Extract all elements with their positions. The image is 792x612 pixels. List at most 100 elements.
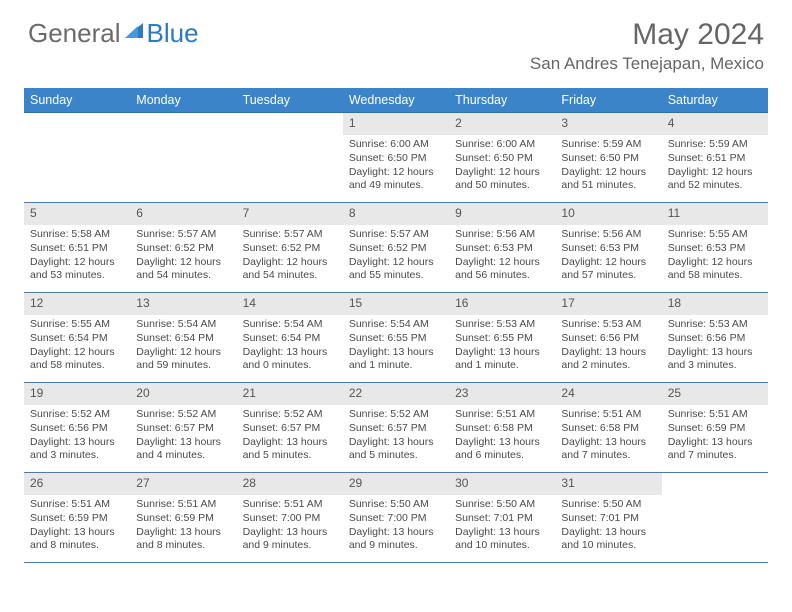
day-number: 17 bbox=[555, 293, 661, 315]
cell-line: Daylight: 13 hours bbox=[561, 526, 655, 540]
cell-line: Daylight: 13 hours bbox=[243, 346, 337, 360]
day-number: 16 bbox=[449, 293, 555, 315]
cell-line: Sunset: 6:56 PM bbox=[30, 422, 124, 436]
cell-line: Sunrise: 5:51 AM bbox=[30, 498, 124, 512]
cell-line: and 57 minutes. bbox=[561, 269, 655, 283]
cell-line: and 7 minutes. bbox=[561, 449, 655, 463]
day-number: 26 bbox=[24, 473, 130, 495]
cell-line: Sunrise: 5:59 AM bbox=[668, 138, 762, 152]
day-number: 30 bbox=[449, 473, 555, 495]
calendar-cell: 3Sunrise: 5:59 AMSunset: 6:50 PMDaylight… bbox=[555, 113, 661, 203]
weekday-header: Friday bbox=[555, 88, 661, 113]
day-number: 8 bbox=[343, 203, 449, 225]
cell-line: and 1 minute. bbox=[349, 359, 443, 373]
calendar-cell: 1Sunrise: 6:00 AMSunset: 6:50 PMDaylight… bbox=[343, 113, 449, 203]
cell-line: Daylight: 13 hours bbox=[668, 436, 762, 450]
cell-line: and 1 minute. bbox=[455, 359, 549, 373]
calendar-table: Sunday Monday Tuesday Wednesday Thursday… bbox=[24, 88, 768, 563]
cell-line: Daylight: 12 hours bbox=[136, 346, 230, 360]
cell-line: Daylight: 13 hours bbox=[136, 526, 230, 540]
cell-line: and 9 minutes. bbox=[349, 539, 443, 553]
cell-line: and 6 minutes. bbox=[455, 449, 549, 463]
day-number: 6 bbox=[130, 203, 236, 225]
cell-line: and 0 minutes. bbox=[243, 359, 337, 373]
cell-line: Sunrise: 5:51 AM bbox=[243, 498, 337, 512]
cell-line: Sunset: 6:58 PM bbox=[561, 422, 655, 436]
calendar-cell: 9Sunrise: 5:56 AMSunset: 6:53 PMDaylight… bbox=[449, 203, 555, 293]
cell-line: Sunset: 6:51 PM bbox=[668, 152, 762, 166]
cell-line: Sunrise: 5:54 AM bbox=[349, 318, 443, 332]
cell-line: Sunrise: 5:52 AM bbox=[136, 408, 230, 422]
cell-line: Sunset: 7:00 PM bbox=[349, 512, 443, 526]
day-number: 23 bbox=[449, 383, 555, 405]
cell-line: Sunset: 6:54 PM bbox=[30, 332, 124, 346]
cell-line: Sunset: 6:58 PM bbox=[455, 422, 549, 436]
cell-line: Sunrise: 5:54 AM bbox=[243, 318, 337, 332]
day-number: 28 bbox=[237, 473, 343, 495]
cell-line: Sunrise: 5:55 AM bbox=[30, 318, 124, 332]
calendar-cell: 6Sunrise: 5:57 AMSunset: 6:52 PMDaylight… bbox=[130, 203, 236, 293]
cell-line: Sunset: 6:57 PM bbox=[243, 422, 337, 436]
cell-line: Sunset: 6:53 PM bbox=[668, 242, 762, 256]
calendar-row: 26Sunrise: 5:51 AMSunset: 6:59 PMDayligh… bbox=[24, 473, 768, 563]
calendar-cell: 12Sunrise: 5:55 AMSunset: 6:54 PMDayligh… bbox=[24, 293, 130, 383]
cell-line: Daylight: 13 hours bbox=[243, 526, 337, 540]
cell-line: Sunset: 6:52 PM bbox=[243, 242, 337, 256]
calendar-cell: 18Sunrise: 5:53 AMSunset: 6:56 PMDayligh… bbox=[662, 293, 768, 383]
calendar-cell: 4Sunrise: 5:59 AMSunset: 6:51 PMDaylight… bbox=[662, 113, 768, 203]
cell-line: Daylight: 13 hours bbox=[30, 436, 124, 450]
cell-line: Daylight: 12 hours bbox=[243, 256, 337, 270]
cell-line: Sunrise: 5:52 AM bbox=[30, 408, 124, 422]
day-number: 18 bbox=[662, 293, 768, 315]
day-number: 19 bbox=[24, 383, 130, 405]
cell-line: Sunset: 6:59 PM bbox=[136, 512, 230, 526]
calendar-cell bbox=[130, 113, 236, 203]
cell-line: Sunset: 6:57 PM bbox=[136, 422, 230, 436]
calendar-cell: 29Sunrise: 5:50 AMSunset: 7:00 PMDayligh… bbox=[343, 473, 449, 563]
day-number: 5 bbox=[24, 203, 130, 225]
cell-line: Daylight: 13 hours bbox=[30, 526, 124, 540]
cell-line: Sunrise: 5:57 AM bbox=[136, 228, 230, 242]
logo-text-2: Blue bbox=[147, 18, 199, 49]
cell-line: and 7 minutes. bbox=[668, 449, 762, 463]
day-number: 25 bbox=[662, 383, 768, 405]
day-number: 11 bbox=[662, 203, 768, 225]
cell-line: Sunset: 7:01 PM bbox=[455, 512, 549, 526]
calendar-cell: 14Sunrise: 5:54 AMSunset: 6:54 PMDayligh… bbox=[237, 293, 343, 383]
cell-line: Sunset: 6:53 PM bbox=[455, 242, 549, 256]
cell-line: and 55 minutes. bbox=[349, 269, 443, 283]
calendar-cell: 30 Sunrise: 5:50 AMSunset: 7:01 PMDayligh… bbox=[449, 473, 555, 563]
cell-line: Daylight: 13 hours bbox=[349, 346, 443, 360]
cell-line: Daylight: 12 hours bbox=[668, 256, 762, 270]
cell-line: and 8 minutes. bbox=[136, 539, 230, 553]
cell-line: Daylight: 12 hours bbox=[455, 256, 549, 270]
cell-line: Daylight: 13 hours bbox=[455, 526, 549, 540]
title-block: May 2024 San Andres Tenejapan, Mexico bbox=[530, 18, 764, 74]
cell-line: Sunrise: 5:50 AM bbox=[455, 498, 549, 512]
cell-line: and 3 minutes. bbox=[668, 359, 762, 373]
cell-line: Daylight: 12 hours bbox=[349, 166, 443, 180]
calendar-cell: 2Sunrise: 6:00 AMSunset: 6:50 PMDaylight… bbox=[449, 113, 555, 203]
day-number: 2 bbox=[449, 113, 555, 135]
cell-line: Sunrise: 5:57 AM bbox=[243, 228, 337, 242]
calendar-cell: 10Sunrise: 5:56 AMSunset: 6:53 PMDayligh… bbox=[555, 203, 661, 293]
month-title: May 2024 bbox=[530, 18, 764, 52]
cell-line: Sunset: 7:01 PM bbox=[561, 512, 655, 526]
cell-line: and 54 minutes. bbox=[136, 269, 230, 283]
calendar-cell: 5Sunrise: 5:58 AMSunset: 6:51 PMDaylight… bbox=[24, 203, 130, 293]
cell-line: Sunrise: 5:58 AM bbox=[30, 228, 124, 242]
header: General Blue May 2024 San Andres Tenejap… bbox=[0, 0, 792, 80]
calendar-cell: 7Sunrise: 5:57 AMSunset: 6:52 PMDaylight… bbox=[237, 203, 343, 293]
cell-line: Daylight: 12 hours bbox=[30, 256, 124, 270]
cell-line: Daylight: 12 hours bbox=[561, 256, 655, 270]
cell-line: Sunset: 6:54 PM bbox=[136, 332, 230, 346]
cell-line: Sunset: 6:50 PM bbox=[349, 152, 443, 166]
calendar-cell bbox=[24, 113, 130, 203]
day-number: 14 bbox=[237, 293, 343, 315]
cell-line: and 58 minutes. bbox=[30, 359, 124, 373]
day-number: 13 bbox=[130, 293, 236, 315]
day-number: 21 bbox=[237, 383, 343, 405]
cell-line: and 49 minutes. bbox=[349, 179, 443, 193]
cell-line: Daylight: 13 hours bbox=[136, 436, 230, 450]
cell-line: Daylight: 12 hours bbox=[455, 166, 549, 180]
